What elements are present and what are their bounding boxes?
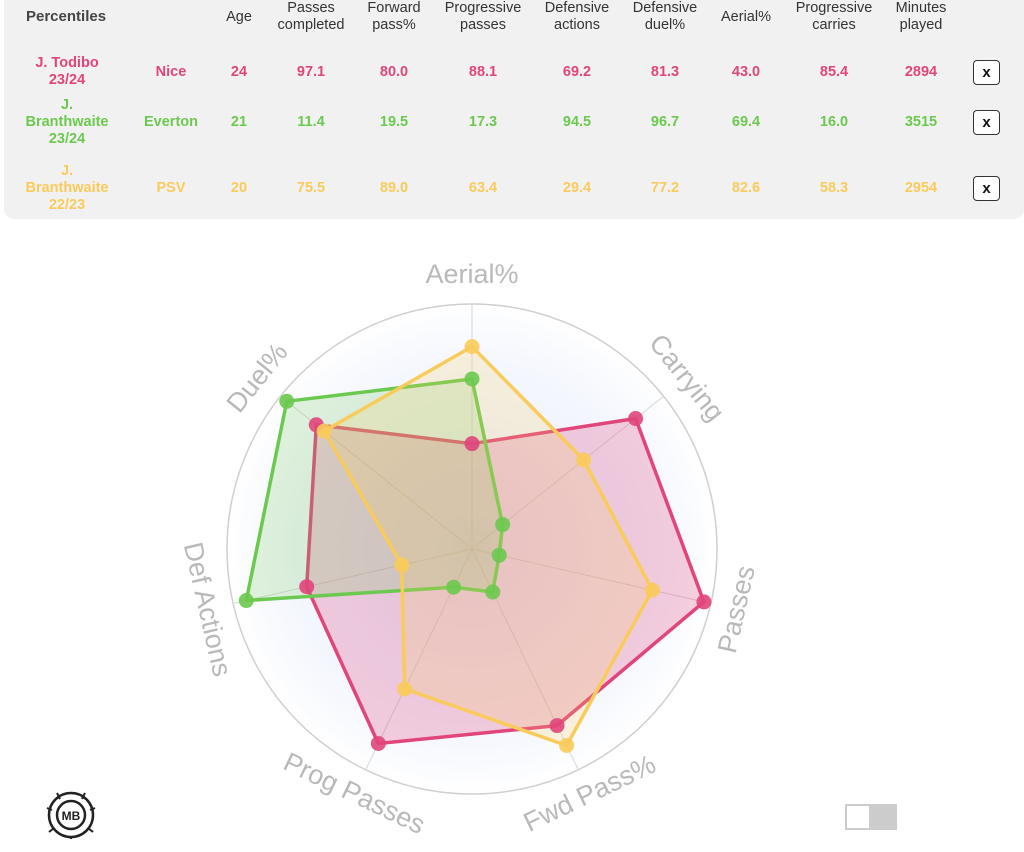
column-header: Defensive duel% — [632, 0, 698, 33]
column-header: Progressive carries — [795, 0, 873, 33]
radar-series-area — [322, 344, 655, 748]
team-name: Everton — [144, 114, 198, 130]
stat-value: 94.5 — [562, 114, 592, 130]
stat-value: 69.4 — [731, 114, 761, 130]
stat-value: 16.0 — [819, 114, 849, 130]
stat-value: 19.5 — [379, 114, 409, 130]
stat-value: 2954 — [904, 180, 938, 196]
percentile-table: Percentiles Age Passes completed Forward pass… — [4, 0, 1024, 219]
radar-point[interactable] — [628, 411, 644, 427]
column-header: Progressive passes — [444, 0, 522, 33]
view-toggle[interactable] — [845, 804, 897, 830]
stat-value: 82.6 — [731, 180, 761, 196]
stat-value: 17.3 — [468, 114, 498, 130]
radar-series-layer — [238, 339, 712, 753]
stat-value: 20 — [230, 180, 248, 196]
stat-value: 11.4 — [297, 114, 325, 130]
radar-point[interactable] — [279, 393, 295, 409]
remove-player-button[interactable]: x — [973, 176, 1000, 201]
stat-value: 58.3 — [819, 180, 849, 196]
stat-value: 69.2 — [562, 63, 592, 80]
team-name: Nice — [155, 63, 187, 80]
percentiles-title: Percentiles — [26, 8, 107, 25]
radar-point[interactable] — [464, 436, 480, 452]
radar-point[interactable] — [491, 547, 507, 563]
radar-point[interactable] — [696, 594, 712, 610]
radar-point[interactable] — [559, 737, 575, 753]
player-name: J. Todibo 23/24 — [35, 55, 99, 88]
stat-value: 77.2 — [650, 180, 680, 196]
mb-logo-icon: MB — [46, 790, 96, 845]
player-name: J. Branthwaite 23/24 — [25, 97, 109, 147]
radar-point[interactable] — [370, 735, 386, 751]
stat-value: 88.1 — [468, 63, 498, 80]
stat-value: 24 — [230, 63, 248, 80]
toggle-knob[interactable] — [847, 806, 869, 828]
column-header: Minutes played — [895, 0, 947, 33]
stat-value: 85.4 — [819, 63, 849, 80]
stat-value: 80.0 — [379, 63, 409, 80]
radar-point[interactable] — [464, 371, 480, 387]
radar-axis-label: Passes — [712, 563, 761, 656]
radar-spoke — [471, 548, 711, 605]
radar-point[interactable] — [397, 681, 413, 697]
radar-point[interactable] — [316, 423, 332, 439]
column-header: Passes completed — [277, 0, 345, 33]
player-name: J. Branthwaite 22/23 — [25, 163, 109, 213]
svg-text:MB: MB — [62, 809, 81, 823]
radar-point[interactable] — [485, 584, 501, 600]
column-header: Aerial% — [721, 9, 771, 25]
remove-player-button[interactable]: x — [973, 59, 1000, 85]
radar-point[interactable] — [495, 517, 511, 533]
radar-point[interactable] — [238, 593, 254, 609]
stat-value: 81.3 — [650, 63, 680, 80]
column-header: Forward pass% — [367, 0, 421, 33]
stat-value: 43.0 — [731, 63, 761, 80]
column-header: Defensive actions — [544, 0, 610, 33]
stat-value: 3515 — [904, 114, 938, 130]
team-name: PSV — [156, 180, 186, 196]
radar-spoke — [233, 548, 473, 605]
radar-point[interactable] — [464, 339, 480, 355]
stat-value: 63.4 — [468, 180, 498, 196]
radar-axis-label: Aerial% — [425, 259, 518, 289]
radar-point[interactable] — [644, 582, 660, 598]
radar-point[interactable] — [446, 579, 462, 595]
radar-point[interactable] — [576, 452, 592, 468]
stat-value: 29.4 — [562, 180, 592, 196]
radar-point[interactable] — [299, 579, 315, 595]
stat-value: 89.0 — [379, 180, 409, 196]
column-header: Age — [226, 9, 252, 25]
remove-player-button[interactable]: x — [973, 110, 1000, 135]
radar-point[interactable] — [549, 718, 565, 734]
stat-value: 2894 — [904, 63, 938, 80]
stat-value: 75.5 — [296, 180, 326, 196]
stat-value: 21 — [230, 114, 248, 130]
stat-value: 97.1 — [296, 63, 326, 80]
radar-point[interactable] — [394, 557, 410, 573]
stat-value: 96.7 — [650, 114, 680, 130]
